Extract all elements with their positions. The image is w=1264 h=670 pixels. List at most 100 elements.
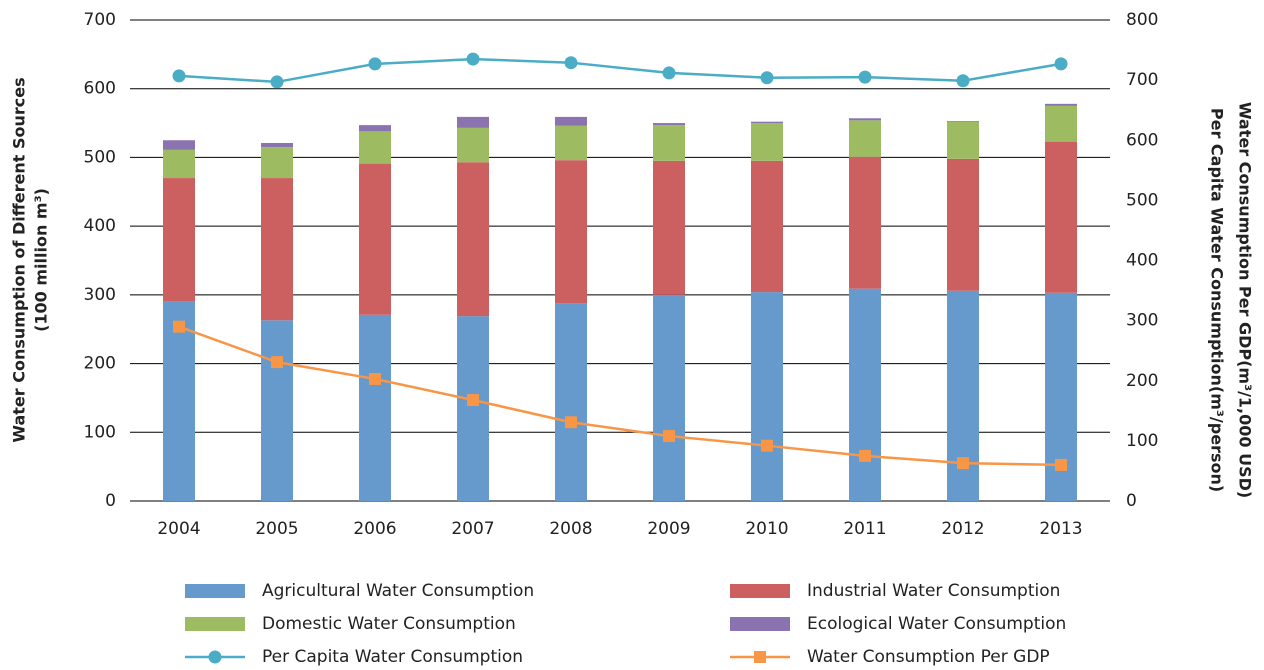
bar-segment: [163, 178, 195, 302]
bar-segment: [653, 160, 685, 295]
line-marker: [761, 439, 773, 452]
bar-segment: [947, 121, 979, 159]
y-axis-title: (100 million m³): [32, 188, 51, 332]
bar-segment: [555, 125, 587, 161]
bar-segment: [1045, 103, 1077, 106]
x-tick-label: 2007: [451, 519, 494, 539]
line-marker: [173, 320, 185, 333]
legend-label: Agricultural Water Consumption: [262, 581, 534, 601]
y-tick-label: 100: [84, 422, 116, 442]
bar-segment: [555, 303, 587, 501]
line-marker: [663, 430, 675, 443]
bar-segment: [849, 120, 881, 157]
y2-axis-title: Water Consumption Per GDP(m³/1,000 USD): [1236, 102, 1255, 498]
bar-segment: [751, 123, 783, 161]
line-marker: [1055, 458, 1067, 471]
bar-segment: [261, 178, 293, 321]
legend-label: Ecological Water Consumption: [807, 614, 1066, 634]
y2-tick-label: 100: [1126, 431, 1158, 451]
line-marker: [564, 56, 578, 70]
bar-segment: [555, 116, 587, 126]
x-tick-label: 2004: [157, 519, 200, 539]
y-tick-label: 700: [84, 10, 116, 30]
line-marker: [662, 66, 676, 80]
y-tick-label: 400: [84, 216, 116, 236]
y2-tick-label: 400: [1126, 251, 1158, 271]
legend-marker: [754, 651, 766, 663]
x-tick-label: 2006: [353, 519, 396, 539]
y2-tick-label: 200: [1126, 371, 1158, 391]
line-marker: [760, 71, 774, 85]
bar-segment: [751, 292, 783, 501]
bar-segment: [849, 288, 881, 501]
y2-tick-label: 800: [1126, 10, 1158, 30]
bar-segment: [653, 294, 685, 501]
y-tick-label: 0: [105, 491, 116, 511]
y2-tick-label: 0: [1126, 491, 1137, 511]
bar-segment: [261, 320, 293, 501]
bar-segment: [849, 156, 881, 289]
bar-segment: [163, 149, 195, 179]
x-tick-label: 2008: [549, 519, 592, 539]
bar-segment: [359, 131, 391, 164]
legend-label: Domestic Water Consumption: [262, 614, 516, 634]
line-marker: [858, 70, 872, 84]
bar-segment: [849, 118, 881, 121]
x-tick-label: 2009: [647, 519, 690, 539]
line-marker: [1054, 57, 1068, 71]
line-marker: [270, 75, 284, 89]
bar-segment: [359, 125, 391, 132]
line-marker: [467, 393, 479, 406]
legend-label: Industrial Water Consumption: [807, 581, 1060, 601]
bar-segment: [359, 163, 391, 315]
y-axis-title: Water Consumption of Different Sources: [10, 77, 29, 442]
bar-segment: [1045, 141, 1077, 293]
x-tick-label: 2013: [1039, 519, 1082, 539]
bar-segment: [653, 125, 685, 161]
bar-segment: [163, 301, 195, 501]
y2-tick-label: 700: [1126, 70, 1158, 90]
legend-swatch: [185, 584, 245, 598]
bar-segment: [457, 127, 489, 163]
bar-segment: [751, 160, 783, 293]
y2-tick-label: 300: [1126, 311, 1158, 331]
y-tick-label: 600: [84, 79, 116, 99]
bar-segment: [457, 162, 489, 317]
y2-tick-label: 600: [1126, 130, 1158, 150]
bar-segment: [163, 140, 195, 150]
bar-segment: [457, 316, 489, 501]
line-marker: [957, 457, 969, 470]
line-marker: [368, 57, 382, 71]
bar-segment: [555, 160, 587, 304]
bar-segment: [359, 314, 391, 501]
line: [178, 325, 1062, 467]
bar-segment: [261, 142, 293, 148]
line-marker: [466, 52, 480, 66]
x-tick-label: 2012: [941, 519, 984, 539]
legend-marker: [208, 650, 222, 664]
line: [178, 57, 1062, 84]
bar-segment: [947, 158, 979, 291]
bar-segment: [947, 121, 979, 122]
y2-tick-label: 500: [1126, 190, 1158, 210]
bar-segment: [653, 123, 685, 126]
bar-segment: [261, 147, 293, 179]
bar-segment: [947, 290, 979, 501]
line-marker: [956, 74, 970, 88]
y2-axis-title: Per Capita Water Consumption(m³/person): [1208, 108, 1227, 492]
legend-swatch: [730, 584, 790, 598]
line-marker: [369, 372, 381, 385]
x-tick-label: 2010: [745, 519, 788, 539]
y-tick-label: 200: [84, 354, 116, 374]
legend-swatch: [185, 617, 245, 631]
x-tick-label: 2011: [843, 519, 886, 539]
legend-swatch: [730, 617, 790, 631]
y-tick-label: 300: [84, 285, 116, 305]
bar-segment: [457, 116, 489, 128]
line-marker: [565, 416, 577, 429]
x-tick-label: 2005: [255, 519, 298, 539]
bar-segment: [751, 121, 783, 124]
line-marker: [172, 69, 186, 83]
legend-label: Per Capita Water Consumption: [262, 647, 523, 667]
